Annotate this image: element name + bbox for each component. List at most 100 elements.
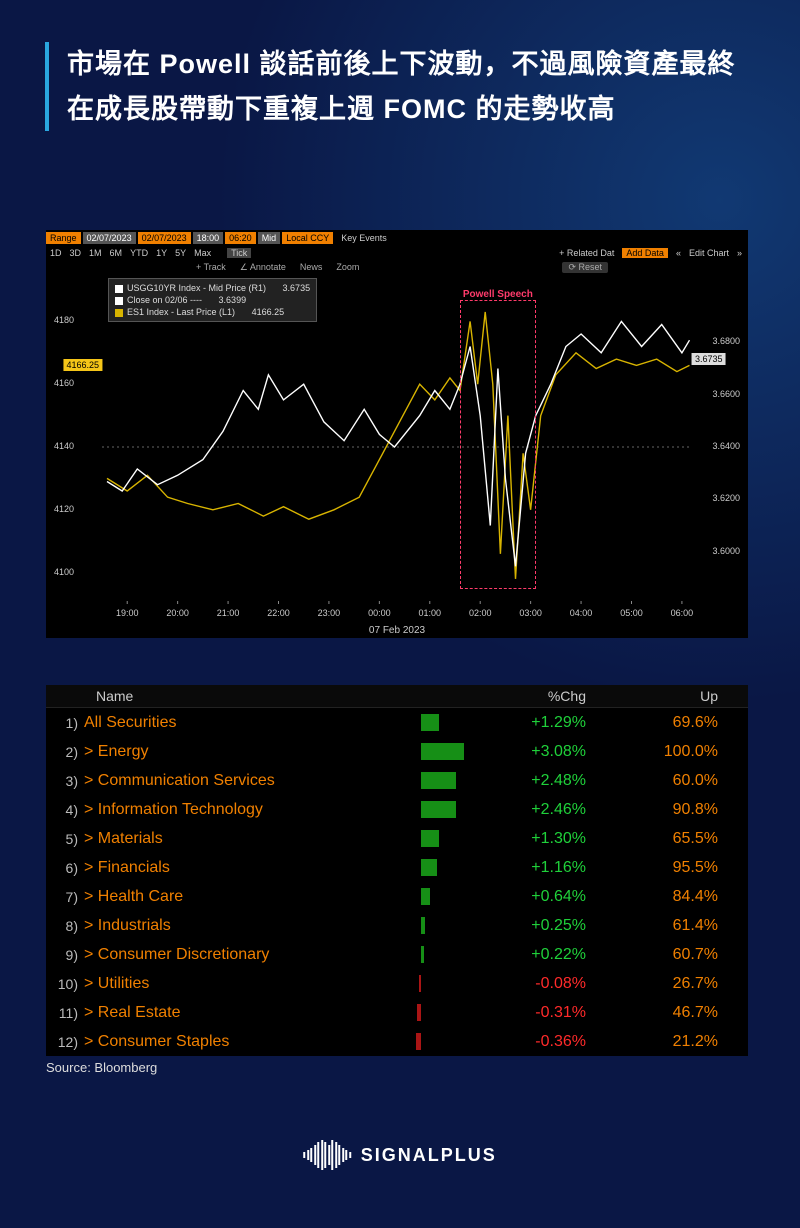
timeframe-5Y[interactable]: 5Y	[175, 248, 186, 258]
table-row[interactable]: 4)> Information Technology+2.46%90.8%	[46, 795, 748, 824]
col-up: Up	[592, 685, 738, 707]
timeframe-1Y[interactable]: 1Y	[156, 248, 167, 258]
row-chg: +1.30%	[466, 830, 592, 848]
row-chg: +2.48%	[466, 772, 592, 790]
time-from[interactable]: 18:00	[193, 232, 224, 244]
row-up: 84.4%	[592, 888, 738, 906]
row-bar	[376, 969, 466, 998]
range-label: Range	[46, 232, 81, 244]
row-up: 60.7%	[592, 946, 738, 964]
timeframe-YTD[interactable]: YTD	[130, 248, 148, 258]
table-row[interactable]: 5)> Materials+1.30%65.5%	[46, 824, 748, 853]
y-right-tick: 3.6400	[712, 441, 740, 451]
row-bar	[376, 766, 466, 795]
table-row[interactable]: 9)> Consumer Discretionary+0.22%60.7%	[46, 940, 748, 969]
timeframe-bar[interactable]: 1D 3D 1M 6M YTD 1Y 5Y Max Tick + Related Dat Ad…	[46, 246, 748, 260]
x-tick: 21:00	[217, 608, 240, 618]
tools-bar[interactable]: + Track ∠ Annotate News Zoom ⟳ Reset	[46, 260, 748, 274]
row-up: 100.0%	[592, 743, 738, 761]
row-bar	[376, 1027, 466, 1056]
row-up: 95.5%	[592, 859, 738, 877]
timeframe-1D[interactable]: 1D	[50, 248, 62, 258]
page-title: 市場在 Powell 談話前後上下波動，不過風險資產最終在成長股帶動下重複上週 …	[45, 42, 745, 131]
y-left-tick: 4160	[54, 378, 74, 388]
y-right-tick: 3.6200	[712, 493, 740, 503]
row-bar	[376, 940, 466, 969]
row-name: > Financials	[80, 859, 376, 877]
right-price-flag: 3.6735	[692, 353, 726, 365]
row-index: 6)	[46, 860, 80, 876]
edit-chart-btn[interactable]: Edit Chart	[689, 248, 729, 258]
timeframe-3D[interactable]: 3D	[70, 248, 82, 258]
row-index: 4)	[46, 802, 80, 818]
row-index: 11)	[46, 1005, 80, 1021]
mid-btn[interactable]: Mid	[258, 232, 281, 244]
powell-speech-label: Powell Speech	[463, 289, 533, 300]
tool-btn[interactable]: Zoom	[336, 262, 359, 272]
add-data-btn[interactable]: Add Data	[622, 248, 668, 258]
row-name: > Utilities	[80, 975, 376, 993]
table-row[interactable]: 8)> Industrials+0.25%61.4%	[46, 911, 748, 940]
row-name: > Energy	[80, 743, 376, 761]
reset-btn[interactable]: ⟳ Reset	[562, 262, 608, 273]
tool-btn[interactable]: News	[300, 262, 323, 272]
row-index: 7)	[46, 889, 80, 905]
table-header: Name %Chg Up	[46, 685, 748, 708]
table-row[interactable]: 3)> Communication Services+2.48%60.0%	[46, 766, 748, 795]
table-row[interactable]: 2)> Energy+3.08%100.0%	[46, 737, 748, 766]
y-left-tick: 4180	[54, 315, 74, 325]
row-index: 12)	[46, 1034, 80, 1050]
row-index: 2)	[46, 744, 80, 760]
row-bar	[376, 824, 466, 853]
left-price-flag: 4166.25	[63, 359, 102, 371]
table-row[interactable]: 1)All Securities+1.29%69.6%	[46, 708, 748, 737]
related-data[interactable]: + Related Dat	[559, 248, 614, 258]
table-row[interactable]: 7)> Health Care+0.64%84.4%	[46, 882, 748, 911]
timeframe-Max[interactable]: Max	[194, 248, 211, 258]
x-tick: 02:00	[469, 608, 492, 618]
brand-logo: SIGNALPLUS	[303, 1140, 497, 1170]
y-right-tick: 3.6800	[712, 336, 740, 346]
date-to[interactable]: 02/07/2023	[138, 232, 191, 244]
date-from[interactable]: 02/07/2023	[83, 232, 136, 244]
table-row[interactable]: 6)> Financials +1.16%95.5%	[46, 853, 748, 882]
x-tick: 20:00	[166, 608, 189, 618]
row-up: 90.8%	[592, 801, 738, 819]
tool-btn[interactable]: + Track	[196, 262, 226, 272]
row-name: All Securities	[80, 714, 376, 732]
range-toolbar[interactable]: Range 02/07/2023 02/07/2023 18:00 06:20 …	[46, 230, 748, 246]
table-row[interactable]: 12)> Consumer Staples-0.36%21.2%	[46, 1027, 748, 1056]
table-row[interactable]: 11)> Real Estate-0.31%46.7%	[46, 998, 748, 1027]
y-left-tick: 4100	[54, 567, 74, 577]
waveform-icon	[303, 1140, 351, 1170]
row-bar	[376, 853, 466, 882]
row-chg: +1.16%	[466, 859, 592, 877]
row-index: 9)	[46, 947, 80, 963]
row-up: 69.6%	[592, 714, 738, 732]
time-to[interactable]: 06:20	[225, 232, 256, 244]
powell-speech-box	[460, 300, 536, 589]
row-bar	[376, 998, 466, 1027]
row-up: 21.2%	[592, 1033, 738, 1051]
row-index: 1)	[46, 715, 80, 731]
timeframe-6M[interactable]: 6M	[110, 248, 123, 258]
row-name: > Consumer Discretionary	[80, 946, 376, 964]
y-right-tick: 3.6000	[712, 546, 740, 556]
ccy-btn[interactable]: Local CCY	[282, 232, 333, 244]
row-bar	[376, 795, 466, 824]
x-tick: 04:00	[570, 608, 593, 618]
row-bar	[376, 737, 466, 766]
row-up: 61.4%	[592, 917, 738, 935]
y-left-tick: 4140	[54, 441, 74, 451]
tool-btn[interactable]: ∠ Annotate	[240, 262, 286, 272]
key-events[interactable]: Key Events	[335, 233, 393, 243]
row-name: > Industrials	[80, 917, 376, 935]
timeframe-1M[interactable]: 1M	[89, 248, 102, 258]
row-up: 26.7%	[592, 975, 738, 993]
row-chg: -0.08%	[466, 975, 592, 993]
tick-btn[interactable]: Tick	[227, 248, 251, 258]
table-row[interactable]: 10)> Utilities-0.08%26.7%	[46, 969, 748, 998]
y-left-tick: 4120	[54, 504, 74, 514]
x-tick: 22:00	[267, 608, 290, 618]
row-name: > Information Technology	[80, 801, 376, 819]
